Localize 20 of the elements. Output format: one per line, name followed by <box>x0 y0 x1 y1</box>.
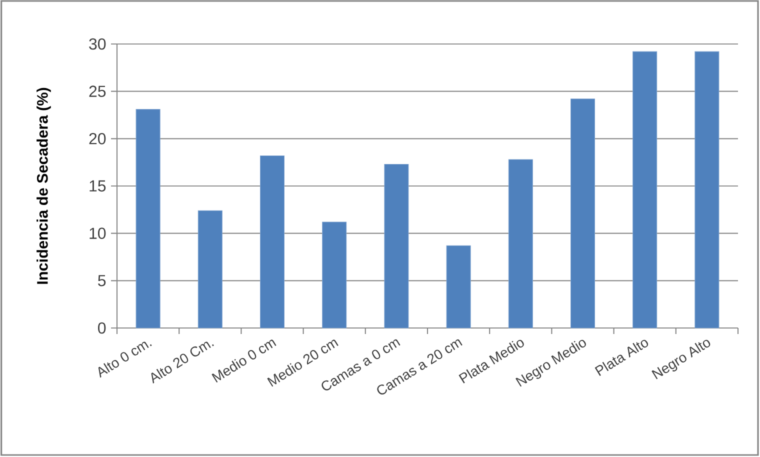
bar <box>694 51 720 328</box>
y-tick-label: 5 <box>98 275 106 286</box>
y-tick-label: 15 <box>90 180 106 192</box>
bar <box>632 51 658 328</box>
bar <box>446 245 471 328</box>
bar <box>322 222 347 328</box>
y-tick-label: 25 <box>89 86 106 97</box>
y-tick-label: 0 <box>98 322 106 334</box>
x-tick-label: Alto 0 cm. <box>98 342 152 378</box>
x-tick-label: Plata Alto <box>594 340 648 376</box>
bar <box>570 98 596 328</box>
y-tick-label: 30 <box>89 38 106 50</box>
y-tick-label: 20 <box>89 133 106 144</box>
y-tick-label: 10 <box>90 228 106 239</box>
bar <box>136 109 160 328</box>
bar <box>508 159 533 328</box>
bar <box>384 164 409 328</box>
y-axis-title: Incidencia de Secadera (%) <box>36 88 51 284</box>
bar <box>260 155 285 328</box>
bar <box>198 210 222 328</box>
